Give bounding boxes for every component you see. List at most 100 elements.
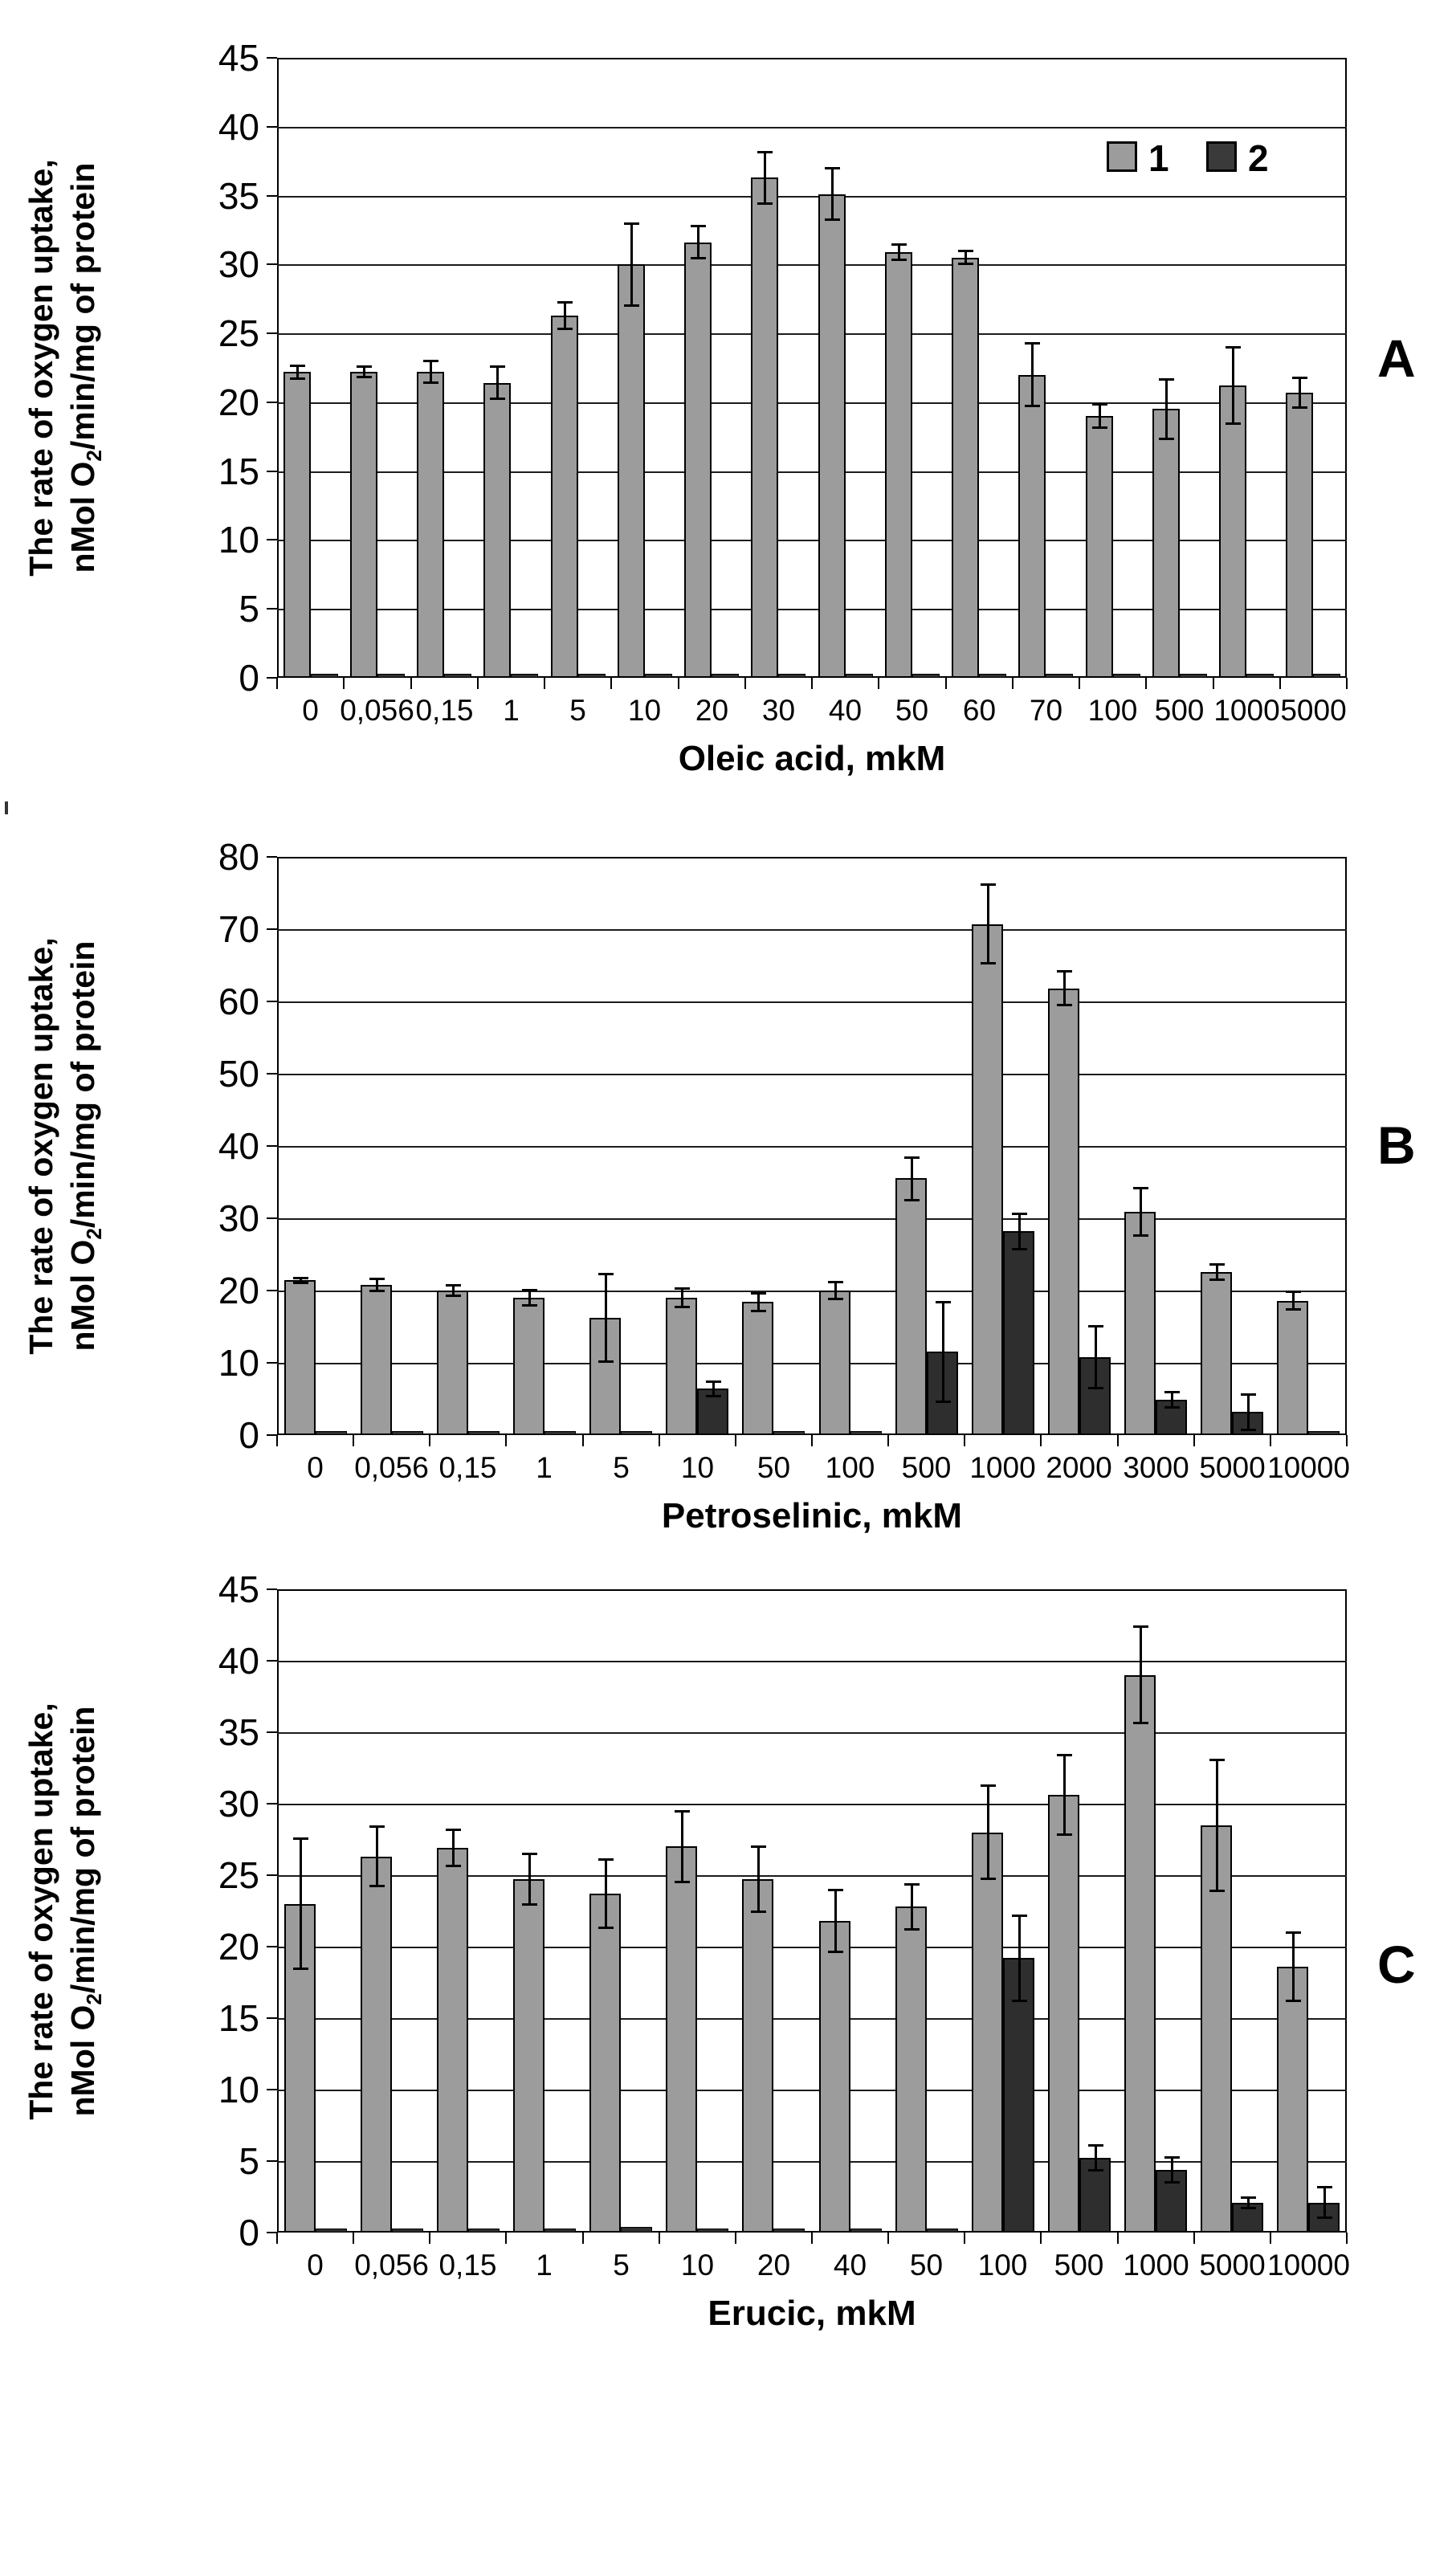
bar-series1 [551, 316, 578, 678]
error-bar-cap [624, 304, 639, 307]
x-tick-label: 5 [613, 2249, 630, 2282]
error-bar-cap [423, 381, 438, 384]
y-axis-tick [267, 608, 277, 610]
error-bar-cap [981, 1784, 996, 1787]
error-bar [605, 1859, 607, 1928]
gridline [277, 2161, 1347, 2163]
error-bar-cap [675, 1287, 690, 1290]
gridline [277, 1804, 1347, 1805]
x-axis-tick [353, 2233, 354, 2244]
error-bar-cap [1012, 1248, 1027, 1250]
bar-series1 [1048, 989, 1079, 1435]
bar-series1 [1286, 393, 1313, 678]
bar-series2 [645, 674, 672, 678]
bar-series2 [544, 1431, 576, 1435]
bar-series1 [885, 252, 912, 678]
error-bar [911, 1884, 913, 1930]
y-tick-label: 15 [218, 451, 259, 492]
gridline [277, 1291, 1347, 1292]
y-axis-tick [267, 126, 277, 128]
error-bar [363, 366, 365, 377]
bar-series1 [742, 1302, 773, 1435]
plot-area [277, 1589, 1347, 2233]
y-tick-label: 40 [218, 1640, 259, 1682]
x-tick-label: 30 [761, 694, 796, 727]
x-axis-tick [276, 678, 278, 689]
x-axis-tick [945, 678, 947, 689]
error-bar [1292, 1932, 1295, 2001]
bar-series1 [589, 1894, 621, 2233]
bar-series1 [1018, 375, 1046, 678]
error-bar [1171, 1392, 1173, 1408]
y-axis-label-line2: nMol O2/min/mg of protein [64, 940, 106, 1352]
y-axis-tick [267, 402, 277, 403]
bar-series2 [778, 674, 805, 678]
y-tick-label: 25 [218, 312, 259, 354]
error-bar-cap [1241, 2207, 1256, 2209]
gridline [277, 1661, 1347, 1662]
x-axis-tick [505, 1435, 507, 1446]
error-bar-cap [1159, 378, 1174, 381]
y-tick-label: 40 [218, 106, 259, 148]
y-axis-tick [267, 2232, 277, 2233]
y-tick-label: 60 [218, 981, 259, 1022]
bar-series2 [1113, 674, 1140, 678]
error-bar-cap [1088, 2144, 1103, 2147]
x-tick-label: 100 [1087, 694, 1138, 727]
gridline [277, 1218, 1347, 1220]
x-axis-tick [353, 1435, 354, 1446]
x-tick-label: 10 [627, 694, 662, 727]
bar-series2 [392, 2229, 423, 2233]
bar-series1 [819, 1291, 850, 1435]
bar-series2 [1180, 674, 1207, 678]
error-bar [834, 1282, 837, 1299]
error-bar-cap [1025, 405, 1040, 407]
error-bar-cap [691, 257, 706, 259]
x-axis-tick [1279, 678, 1281, 689]
x-tick-label: 40 [833, 2249, 867, 2282]
gridline [277, 1363, 1347, 1364]
error-bar-cap [1209, 1890, 1225, 1892]
bar-series2 [697, 2229, 728, 2233]
bar-series2 [1003, 1958, 1034, 2233]
y-tick-label: 20 [218, 1270, 259, 1311]
x-axis-tick [1193, 2233, 1195, 2244]
error-bar-cap [1133, 1722, 1148, 1724]
y-axis-tick [267, 1362, 277, 1364]
bar-series1 [437, 1848, 468, 2233]
x-tick-label: 40 [828, 694, 863, 727]
x-tick-label: 50 [757, 1451, 791, 1484]
bar-series2 [511, 674, 538, 678]
y-axis-tick [267, 57, 277, 59]
gridline [277, 609, 1347, 610]
gridline [277, 264, 1347, 266]
error-bar-cap [1088, 2169, 1103, 2172]
gridline [277, 1732, 1347, 1734]
bar-series1 [284, 1280, 316, 1435]
error-bar-cap [1209, 1759, 1225, 1761]
bar-series2 [773, 2229, 805, 2233]
gridline [277, 402, 1347, 404]
error-bar [987, 1785, 989, 1879]
y-tick-label: 5 [239, 2140, 259, 2182]
y-axis-tick [267, 1434, 277, 1436]
bar-series1 [895, 1906, 927, 2233]
x-axis-tick [410, 678, 412, 689]
error-bar-cap [290, 377, 305, 380]
bar-series2 [850, 1431, 882, 1435]
bar-series1 [361, 1857, 392, 2233]
gridline [277, 1001, 1347, 1003]
bar-series1 [972, 924, 1003, 1435]
x-axis-tick [878, 678, 879, 689]
error-bar-cap [904, 1883, 920, 1886]
gridline [277, 127, 1347, 128]
error-bar-cap [958, 263, 973, 265]
bar-series1 [513, 1879, 544, 2233]
y-axis-label-line1: The rate of oxygen uptake, [22, 1703, 59, 2120]
bar-series2 [850, 2229, 882, 2233]
x-axis-tick [735, 1435, 736, 1446]
bar-series1 [818, 194, 846, 678]
bar-series1 [1219, 385, 1246, 678]
y-axis-tick [267, 856, 277, 858]
y-tick-label: 30 [218, 1197, 259, 1239]
